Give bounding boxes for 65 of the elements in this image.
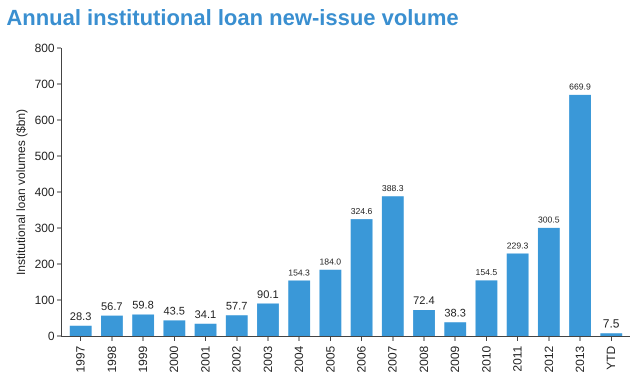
data-label: 28.3 [70,311,92,324]
x-tick-label: 2001 [198,345,212,373]
x-tick-label: 2005 [323,345,338,373]
data-label: 59.8 [132,300,154,312]
bar [163,320,186,336]
x-tick-label: 2006 [354,345,368,373]
y-tick-label: 200 [34,257,55,272]
x-tick-label: 2004 [292,345,306,373]
bar [101,316,123,336]
data-label: 7.5 [602,316,620,330]
x-tick-label: 2010 [479,345,494,373]
y-tick-label: 100 [34,293,55,308]
chart-title: Annual institutional loan new-issue volume [6,5,459,30]
y-tick-label: 300 [34,221,55,236]
data-label: 57.7 [226,300,248,312]
x-tick-label: 2008 [416,345,431,373]
data-label: 300.5 [538,214,560,225]
x-tick-label: 1998 [104,345,119,373]
data-label: 184.0 [319,256,342,267]
bar [132,314,154,336]
x-tick-label: 1997 [74,345,88,373]
data-label: 56.7 [101,300,123,313]
bar [506,253,529,336]
bar [226,315,248,336]
bar [569,94,591,336]
data-label: 90.1 [257,288,279,301]
y-tick-label: 0 [48,329,55,344]
x-tick-label: 2009 [448,345,462,373]
x-tick-label: 2011 [510,345,525,372]
bar [350,219,373,336]
bar [288,280,310,336]
data-label: 324.6 [350,206,372,216]
bar [382,196,404,336]
y-tick-label: 500 [34,149,55,164]
bar [319,270,342,336]
bar [413,310,435,336]
data-label: 34.1 [194,308,216,321]
bar [476,280,498,336]
x-tick-label: 1999 [136,345,150,373]
data-label: 388.3 [382,183,404,194]
x-tick-label: 2003 [260,345,275,373]
bar [538,228,560,336]
bar [600,333,622,336]
data-label: 154.5 [476,267,498,278]
x-tick-label: 2000 [167,345,182,373]
data-label: 669.9 [569,82,591,92]
data-label: 154.3 [288,267,310,278]
x-tick-label: 2013 [572,345,587,373]
x-tick-label: 2007 [386,345,400,373]
bar [70,326,92,336]
x-tick-label: YTD [604,345,618,370]
bar [257,304,279,336]
bar [444,322,466,336]
y-tick-label: 600 [34,113,55,128]
data-label: 72.4 [413,295,435,308]
data-label: 38.3 [444,307,466,320]
bar [194,324,216,336]
data-label: 229.3 [506,240,529,250]
y-tick-label: 400 [34,185,55,200]
y-tick-label: 800 [34,41,55,56]
y-axis-title: Institutional loan volumes ($bn) [14,108,28,276]
data-label: 43.5 [163,306,185,318]
x-tick-label: 2002 [230,345,244,373]
y-tick-label: 700 [34,77,55,92]
x-tick-label: 2012 [542,345,556,373]
